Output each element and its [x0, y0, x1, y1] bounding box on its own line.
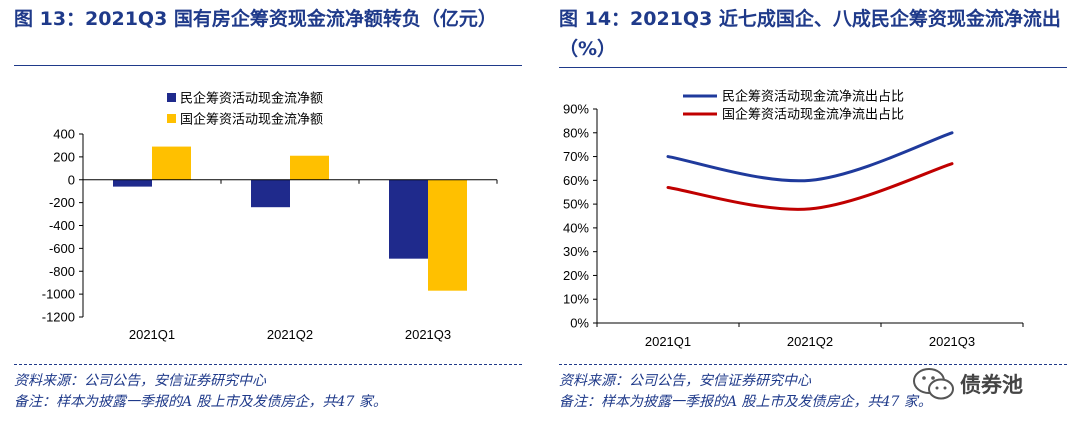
legend-swatch-private — [167, 93, 176, 102]
y-tick-label: 40% — [563, 220, 589, 235]
wechat-logo-icon — [913, 368, 954, 400]
x-category-label: 2021Q3 — [929, 334, 975, 349]
figure-14-title: 图 14：2021Q3 近七成国企、八成民企筹资现金流净流出（%） — [559, 8, 1061, 60]
bar-private-2021Q1 — [113, 179, 152, 187]
figure-13-top-rule — [14, 65, 522, 66]
y-tick-label: -1000 — [42, 287, 75, 302]
y-tick-label: -200 — [49, 195, 75, 210]
y-tick-label: -800 — [49, 264, 75, 279]
y-tick-label: 60% — [563, 173, 589, 188]
legend-label-private: 民企筹资活动现金流净流出占比 — [722, 89, 904, 105]
figure-13-title: 图 13：2021Q3 国有房企筹资现金流净额转负（亿元） — [14, 8, 497, 30]
figure-13-source: 资料来源：公司公告，安信证券研究中心 — [14, 373, 266, 389]
y-tick-label: -600 — [49, 241, 75, 256]
y-tick-label: -1200 — [42, 310, 75, 325]
x-category-label: 2021Q1 — [129, 327, 175, 342]
bar-state-2021Q2 — [290, 155, 329, 180]
figure-14-note: 备注：样本为披露一季报的A 股上市及发债房企，共47 家。 — [559, 394, 932, 410]
figure-13: 图 13：2021Q3 国有房企筹资现金流净额转负（亿元） 400 200 0 -20… — [0, 0, 530, 435]
line-series-state — [666, 162, 954, 211]
y-tick-label: 0 — [68, 172, 75, 187]
y-tick-label: 0% — [570, 316, 589, 331]
y-tick-label: 20% — [563, 268, 589, 283]
line-chart: 90% 80% 70% 60% 50% 40% 30% 20% 10% 0% 2021Q1 2021Q… — [563, 89, 1024, 349]
watermark: 债券池 — [906, 362, 1076, 406]
x-category-label: 2021Q2 — [267, 327, 313, 342]
y-tick-label: 80% — [563, 125, 589, 140]
figure-14-top-rule — [559, 67, 1067, 68]
line-series-private — [666, 131, 954, 183]
figure-14-bottom-rule — [559, 364, 1067, 365]
bar-private-2021Q2 — [251, 179, 290, 208]
legend-label-private: 民企筹资活动现金流净额 — [180, 91, 323, 107]
figure-14-source: 资料来源：公司公告，安信证券研究中心 — [559, 373, 811, 389]
watermark-text: 债券池 — [960, 373, 1023, 397]
bar-private-2021Q3 — [389, 179, 428, 259]
x-category-label: 2021Q1 — [645, 334, 691, 349]
figure-14: 图 14：2021Q3 近七成国企、八成民企筹资现金流净流出（%） 90% 80%… — [545, 0, 1075, 435]
y-tick-label: 10% — [563, 292, 589, 307]
legend-swatch-state — [167, 114, 176, 123]
bar-state-2021Q3 — [428, 179, 467, 291]
legend-label-state: 国企筹资活动现金流净额 — [180, 112, 323, 128]
x-category-label: 2021Q2 — [787, 334, 833, 349]
x-category-label: 2021Q3 — [405, 327, 451, 342]
bar-state-2021Q1 — [152, 146, 191, 180]
figure-13-bottom-rule — [14, 364, 522, 365]
y-tick-label: 70% — [563, 149, 589, 164]
y-tick-label: 30% — [563, 244, 589, 259]
legend-label-state: 国企筹资活动现金流净流出占比 — [722, 107, 904, 123]
figure-13-note: 备注：样本为披露一季报的A 股上市及发债房企，共47 家。 — [14, 394, 387, 410]
y-tick-label: -400 — [49, 218, 75, 233]
bar-chart: 400 200 0 -200 -400 -600 -800 -1000 -1200 2021Q1 2… — [42, 91, 498, 342]
y-tick-label: 200 — [53, 149, 75, 164]
y-tick-label: 400 — [53, 127, 75, 142]
y-tick-label: 90% — [563, 102, 589, 117]
y-tick-label: 50% — [563, 197, 589, 212]
